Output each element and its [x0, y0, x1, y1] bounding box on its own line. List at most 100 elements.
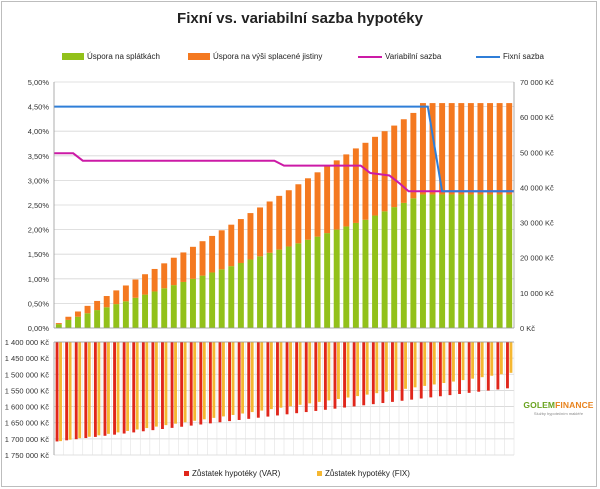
legend-label: Zůstatek hypotéky (VAR) — [192, 469, 281, 478]
bar-balance-fix — [461, 342, 465, 381]
bar-balance-fix — [298, 342, 302, 405]
bar-balance-fix — [164, 342, 168, 426]
bar-savings-payments — [218, 269, 225, 328]
bar-savings-payments — [247, 259, 254, 328]
bar-savings-principal — [419, 103, 426, 195]
bottom-axis-tick-label: 1 500 000 Kč — [5, 370, 49, 379]
bar-savings-principal — [276, 195, 283, 250]
bar-savings-payments — [84, 313, 91, 328]
bar-savings-principal — [266, 201, 273, 253]
legend-item-balance-fix: Zůstatek hypotéky (FIX) — [317, 469, 410, 478]
bar-savings-payments — [314, 236, 321, 328]
top-axes: 0,00% 0,50% 1,00% 1,50% 2,00% 2,50% 3,00% 3,50%… — [28, 78, 554, 333]
bar-savings-principal — [151, 268, 158, 292]
bar-balance-var — [266, 342, 270, 417]
legend-swatch-orange — [188, 53, 210, 60]
bar-savings-principal — [247, 213, 254, 260]
bottom-axis-tick-label: 1 450 000 Kč — [5, 354, 49, 363]
bar-balance-var — [180, 342, 184, 427]
bar-balance-fix — [365, 342, 369, 395]
bar-savings-principal — [84, 305, 91, 314]
bar-savings-principal — [333, 160, 340, 230]
bar-savings-principal — [199, 241, 206, 276]
bar-savings-payments — [400, 202, 407, 328]
rate-lines — [54, 105, 514, 193]
bar-balance-fix — [59, 342, 62, 442]
bar-balance-var — [400, 342, 404, 401]
golem-finance-logo: GOLEMFINANCE Služby hypotečním makléře — [521, 400, 596, 416]
bar-savings-principal — [458, 103, 465, 195]
bar-savings-principal — [161, 263, 168, 289]
legend-label: Úspora na výši splacené jistiny — [213, 52, 323, 61]
bar-savings-principal — [487, 103, 494, 195]
bar-savings-payments — [257, 256, 264, 328]
bar-savings-payments — [132, 297, 139, 328]
bar-balance-fix — [499, 342, 503, 375]
bar-savings-payments — [429, 194, 436, 328]
bar-savings-payments — [391, 207, 398, 328]
logo-part-golem: GOLEM — [523, 400, 556, 410]
top-bars — [55, 103, 513, 328]
bar-balance-fix — [183, 342, 187, 423]
bar-balance-fix — [231, 342, 235, 415]
bar-savings-principal — [506, 103, 513, 195]
legend-swatch-green — [62, 53, 84, 60]
bar-savings-payments — [199, 275, 206, 328]
bar-balance-var — [93, 342, 97, 437]
bar-savings-principal — [218, 230, 225, 270]
bar-savings-principal — [65, 316, 72, 320]
bar-savings-principal — [295, 184, 302, 244]
right-axis-tick-label: 40 000 Kč — [520, 183, 554, 192]
legend-label: Úspora na splátkách — [87, 52, 160, 61]
bar-savings-payments — [439, 194, 446, 328]
bottom-axis-tick-label: 1 650 000 Kč — [5, 419, 49, 428]
bar-savings-payments — [458, 194, 465, 328]
left-axis-tick-label: 2,00% — [28, 226, 50, 235]
left-axis-tick-label: 4,00% — [28, 127, 50, 136]
bar-balance-var — [189, 342, 193, 426]
bar-balance-fix — [480, 342, 484, 378]
bar-savings-payments — [74, 316, 81, 328]
bar-savings-payments — [343, 226, 350, 328]
bar-balance-fix — [375, 342, 379, 394]
bar-savings-payments — [113, 304, 120, 328]
bar-balance-fix — [126, 342, 130, 431]
bar-balance-var — [477, 342, 481, 392]
bar-balance-var — [247, 342, 251, 419]
bar-balance-fix — [107, 342, 110, 434]
bar-balance-fix — [97, 342, 101, 436]
bar-savings-payments — [381, 211, 388, 328]
bar-balance-var — [285, 342, 289, 415]
bar-balance-fix — [250, 342, 254, 413]
bar-savings-payments — [448, 194, 455, 328]
bar-savings-principal — [142, 274, 149, 295]
top-gridlines — [54, 81, 514, 329]
bar-balance-fix — [87, 342, 91, 437]
bar-balance-fix — [289, 342, 292, 407]
bar-balance-var — [304, 342, 308, 413]
chart-title: Fixní vs. variabilní sazba hypotéky — [177, 10, 423, 27]
bar-balance-var — [276, 342, 279, 416]
bar-balance-var — [506, 342, 509, 389]
bar-balance-var — [55, 342, 59, 442]
bar-savings-payments — [477, 194, 484, 328]
logo-wordmark: GOLEMFINANCE — [521, 400, 596, 410]
bar-balance-var — [352, 342, 356, 407]
bar-balance-fix — [193, 342, 197, 421]
bar-savings-principal — [362, 142, 369, 220]
bar-balance-var — [151, 342, 155, 431]
logo-tagline: Služby hypotečním makléře — [533, 411, 584, 416]
bar-savings-principal — [467, 103, 474, 195]
bar-savings-payments — [285, 246, 292, 328]
bar-balance-var — [161, 342, 164, 430]
bar-savings-principal — [170, 257, 177, 286]
bar-savings-payments — [103, 307, 110, 328]
bar-savings-payments — [304, 239, 311, 328]
bar-balance-var — [343, 342, 346, 408]
bar-savings-principal — [237, 219, 244, 263]
bar-balance-var — [170, 342, 174, 428]
bar-savings-principal — [285, 190, 292, 247]
bar-savings-principal — [400, 119, 407, 203]
bar-balance-fix — [212, 342, 216, 418]
